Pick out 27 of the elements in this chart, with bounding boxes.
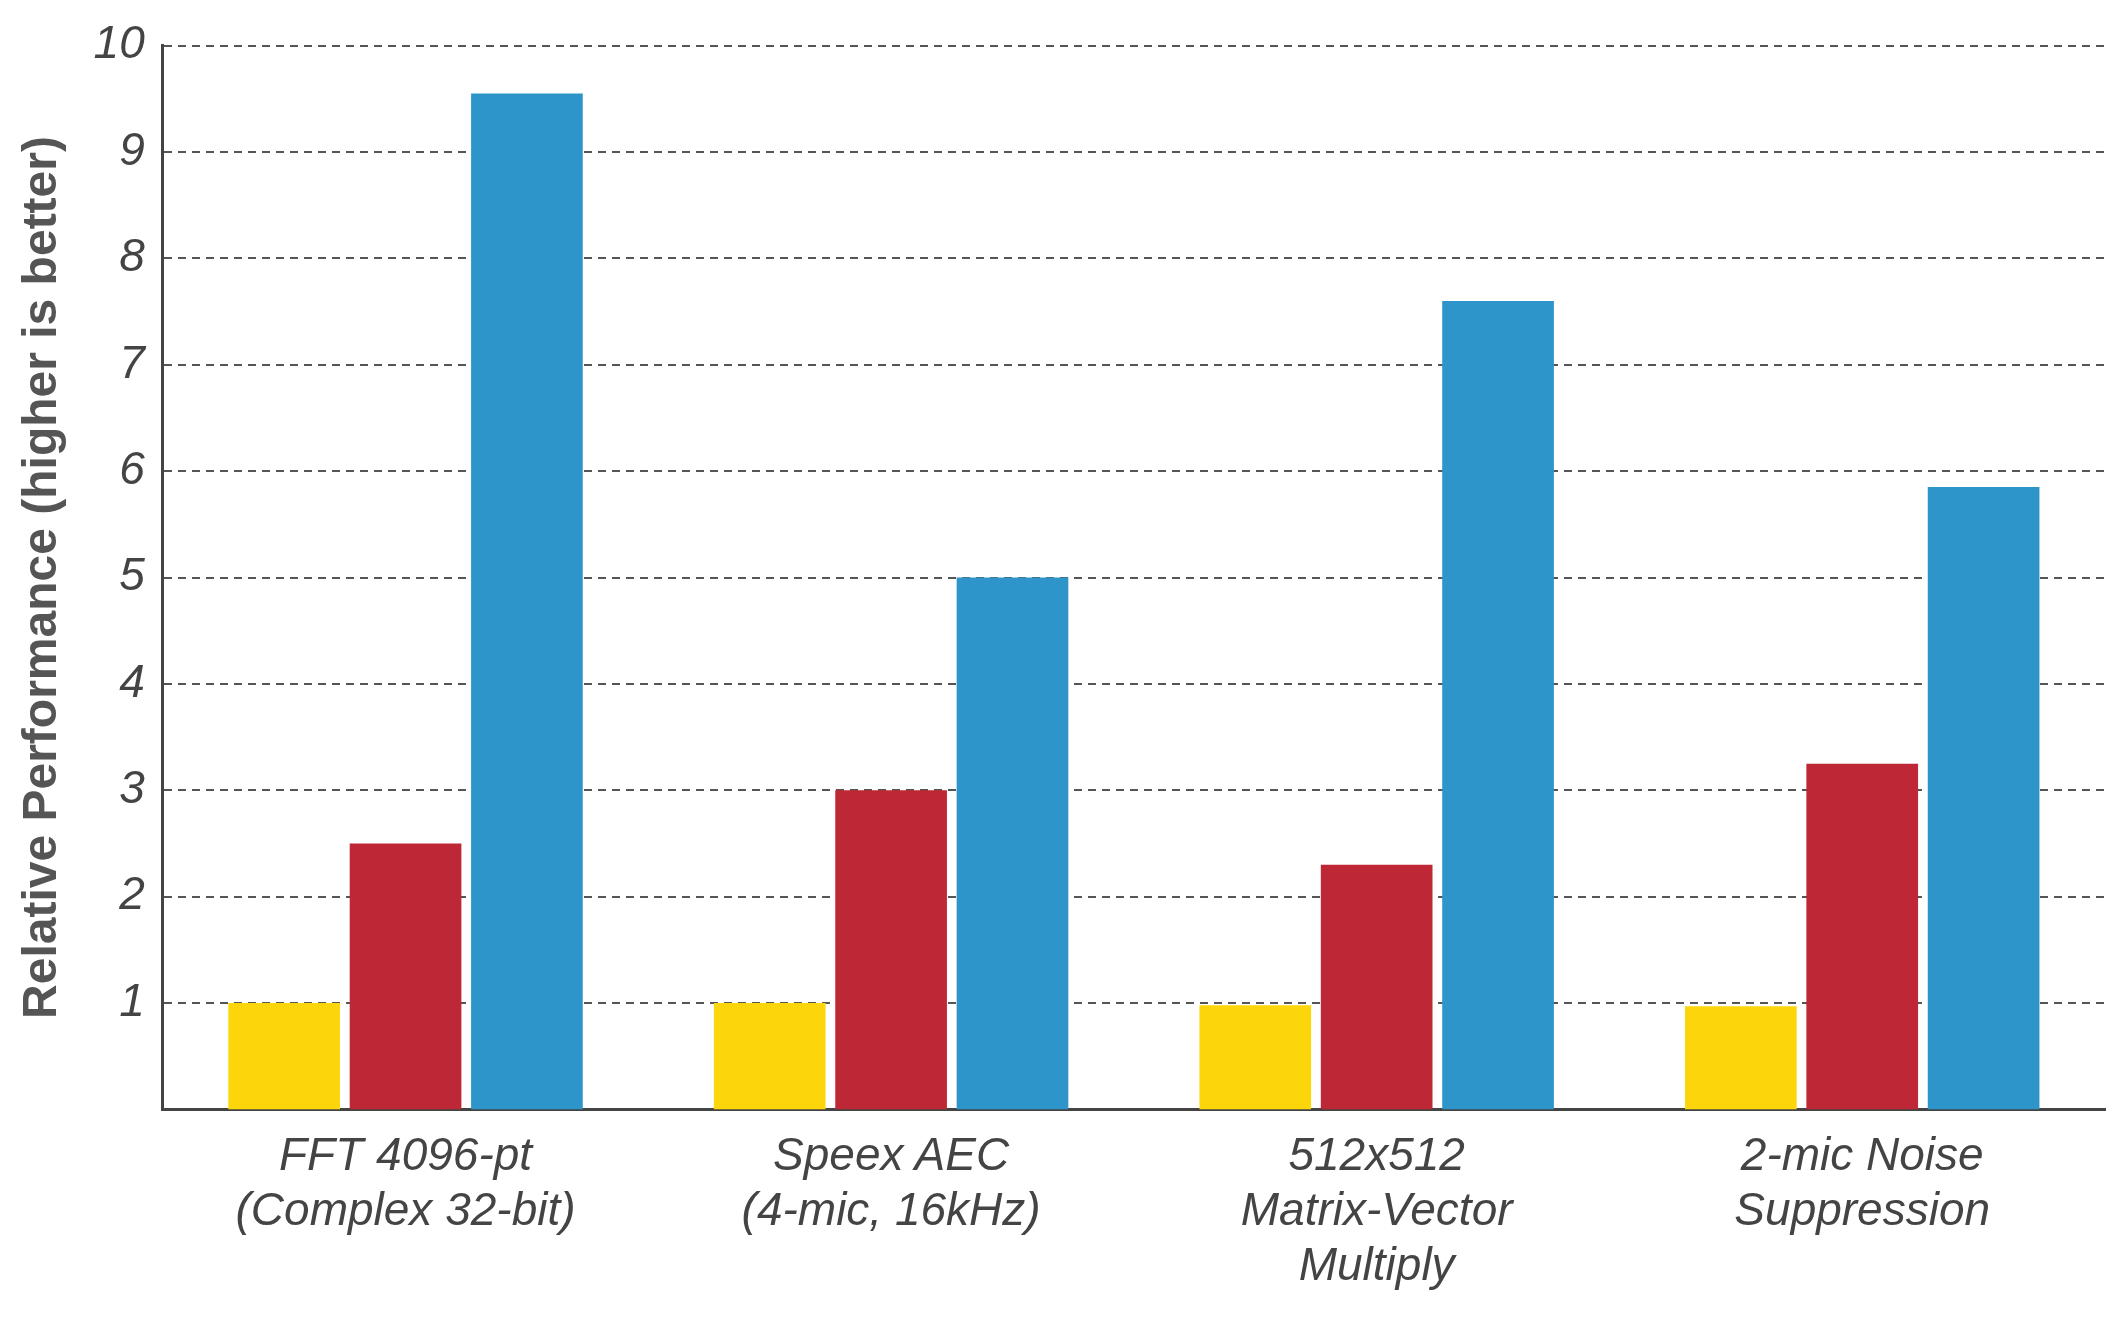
bar bbox=[1320, 864, 1433, 1110]
y-tick-label: 7 bbox=[119, 335, 147, 388]
bar bbox=[349, 843, 462, 1110]
x-tick-label: 512x512 Matrix-Vector Multiply bbox=[1240, 1127, 1515, 1291]
y-tick-label: 2 bbox=[118, 867, 145, 920]
y-tick-label: 4 bbox=[119, 654, 145, 707]
y-tick-label: 6 bbox=[119, 441, 146, 494]
bar bbox=[1442, 300, 1554, 1110]
y-tick-label: 9 bbox=[119, 122, 145, 175]
bar bbox=[835, 790, 947, 1110]
bar bbox=[228, 1003, 340, 1110]
y-tick-label: 10 bbox=[93, 16, 146, 69]
x-tick-label: Speex AEC (4-mic, 16kHz) bbox=[741, 1127, 1041, 1235]
bar bbox=[713, 1003, 826, 1110]
bar bbox=[1806, 763, 1919, 1110]
y-tick-label: 8 bbox=[119, 229, 146, 282]
x-tick-label: 2-mic Noise Suppression bbox=[1734, 1127, 1991, 1235]
y-tick-label: 1 bbox=[119, 973, 145, 1026]
bar bbox=[1199, 1005, 1312, 1110]
bar bbox=[1927, 487, 2040, 1110]
y-tick-label: 5 bbox=[119, 548, 146, 601]
y-axis-title: Relative Performance (higher is better) bbox=[13, 136, 67, 1019]
x-tick-label: FFT 4096-pt (Complex 32-bit) bbox=[235, 1127, 576, 1235]
bar bbox=[1684, 1006, 1797, 1110]
bar bbox=[471, 93, 583, 1110]
bar bbox=[956, 577, 1069, 1110]
y-tick-label: 3 bbox=[119, 761, 146, 814]
